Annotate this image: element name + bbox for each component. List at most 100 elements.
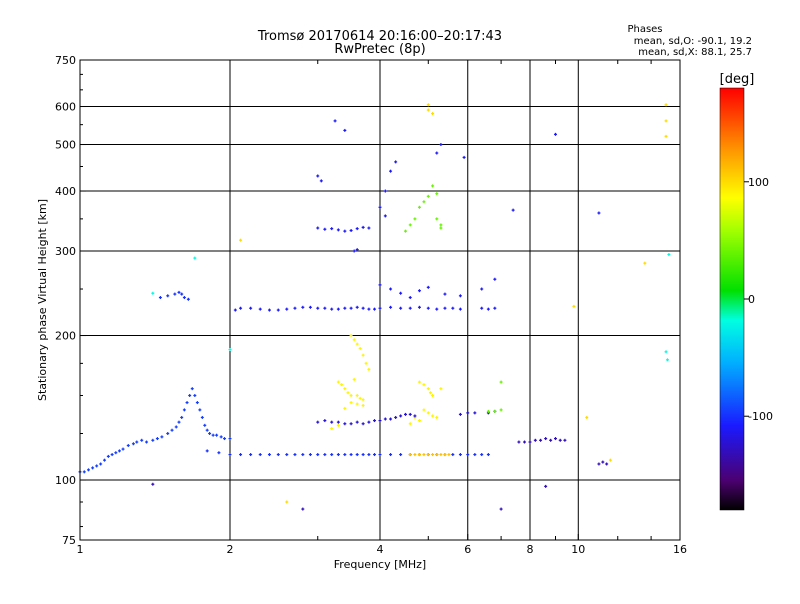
data-point [185, 401, 189, 405]
data-point [426, 306, 430, 310]
data-point [301, 507, 305, 511]
data-point [417, 380, 421, 384]
data-point [258, 453, 262, 457]
data-point [349, 334, 353, 338]
data-point [349, 401, 353, 405]
data-point [435, 307, 439, 311]
data-point [378, 306, 382, 310]
data-point [361, 353, 365, 357]
data-point [340, 383, 344, 387]
data-point [597, 462, 601, 466]
data-point [443, 306, 447, 310]
data-point [431, 414, 435, 418]
data-point [413, 217, 417, 221]
data-point [367, 453, 371, 457]
data-point [343, 406, 347, 410]
data-point [308, 305, 312, 309]
data-point [200, 415, 204, 419]
data-point [131, 442, 135, 446]
data-point [399, 414, 403, 418]
data-point [664, 103, 668, 107]
data-point [605, 462, 609, 466]
data-point [553, 437, 557, 441]
data-point [523, 440, 527, 444]
data-point [426, 103, 430, 107]
data-point [121, 447, 125, 451]
data-point [413, 414, 417, 418]
data-point [343, 229, 347, 233]
data-point [91, 466, 95, 470]
data-point [215, 433, 219, 437]
data-point [285, 500, 289, 504]
data-point [293, 306, 297, 310]
data-point [316, 226, 320, 230]
data-point [336, 453, 340, 457]
data-point [399, 306, 403, 310]
data-point [408, 306, 412, 310]
data-point [267, 453, 271, 457]
y-tick-label: 100 [55, 474, 76, 487]
data-point [608, 458, 612, 462]
data-point [458, 412, 462, 416]
data-point [355, 227, 359, 231]
data-point [367, 307, 371, 311]
data-point [499, 408, 503, 412]
data-points-layer [78, 103, 671, 511]
data-point [126, 444, 130, 448]
data-point [188, 394, 192, 398]
data-point [403, 229, 407, 233]
data-point [316, 453, 320, 457]
data-point [117, 449, 121, 453]
x-tick-label: 6 [464, 543, 471, 556]
data-point [458, 307, 462, 311]
data-point [361, 453, 365, 457]
data-point [664, 350, 668, 354]
data-point [323, 227, 327, 231]
data-point [276, 308, 280, 312]
y-tick-label: 600 [55, 101, 76, 114]
data-point [249, 453, 253, 457]
colorbar-tick-label: -100 [748, 410, 773, 423]
data-point [301, 453, 305, 457]
data-point [355, 402, 359, 406]
data-point [336, 380, 340, 384]
data-point [186, 297, 190, 301]
data-point [428, 391, 432, 395]
y-tick-label: 500 [55, 139, 76, 152]
data-point [378, 453, 382, 457]
data-point [195, 401, 199, 405]
data-point [160, 435, 164, 439]
chart-subtitle: RwPretec (8p) [334, 42, 425, 57]
data-point [439, 223, 443, 227]
data-point [151, 482, 155, 486]
data-point [544, 437, 548, 441]
data-point [422, 200, 426, 204]
data-point [349, 229, 353, 233]
data-point [367, 226, 371, 230]
data-point [539, 438, 543, 442]
data-point [361, 398, 365, 402]
data-point [417, 419, 421, 423]
data-point [422, 408, 426, 412]
data-point [239, 306, 243, 310]
data-point [435, 217, 439, 221]
data-point [426, 194, 430, 198]
data-point [572, 304, 576, 308]
data-point [170, 428, 174, 432]
data-point [343, 387, 347, 391]
data-point [239, 453, 243, 457]
data-point [408, 422, 412, 426]
data-point [336, 307, 340, 311]
y-tick-label: 75 [62, 534, 76, 547]
data-point [177, 290, 181, 294]
data-point [558, 438, 562, 442]
data-point [367, 367, 371, 371]
data-point [355, 453, 359, 457]
data-point [462, 155, 466, 159]
data-point [417, 453, 421, 457]
data-point [343, 453, 347, 457]
data-point [435, 453, 439, 457]
stats-line-o: mean, sd,O: -90.1, 19.2 [634, 36, 752, 47]
data-point [343, 128, 347, 132]
